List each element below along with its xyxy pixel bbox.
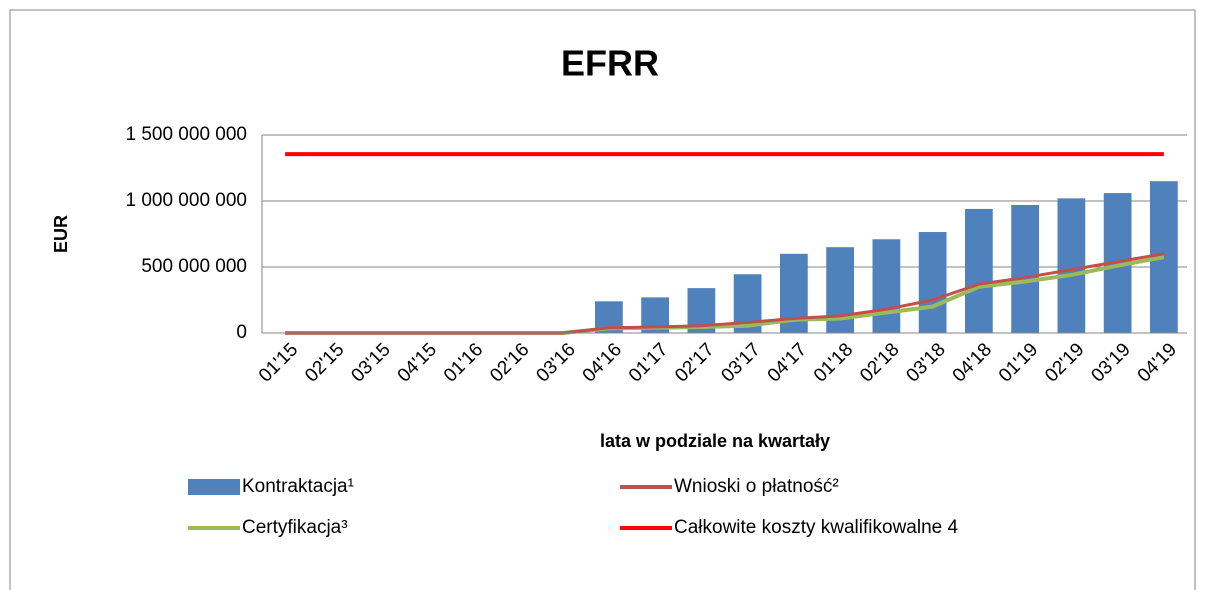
x-tick-label: 02'19 — [1041, 339, 1088, 386]
x-tick-label: 01'19 — [995, 339, 1042, 386]
x-tick-label: 01'16 — [440, 339, 487, 386]
bar — [872, 239, 901, 333]
y-tick-label: 500 000 000 — [141, 256, 247, 277]
x-tick-label: 03'15 — [347, 339, 394, 386]
chart-border — [9, 9, 1196, 590]
bar — [918, 232, 947, 333]
legend-label: Całkowite koszty kwalifikowalne 4 — [674, 517, 958, 538]
x-tick-label: 01'17 — [625, 339, 672, 386]
legend-label: Wnioski o płatność² — [674, 476, 839, 497]
x-tick-label: 02'17 — [671, 339, 718, 386]
x-tick-label: 02'16 — [486, 339, 533, 386]
x-tick-label: 01'18 — [810, 339, 857, 386]
x-tick-label: 01'15 — [255, 339, 302, 386]
bar — [965, 208, 993, 333]
legend-swatch — [188, 479, 240, 495]
x-tick-label: 02'18 — [856, 339, 903, 386]
y-tick-label: 1 000 000 000 — [125, 190, 247, 211]
x-tick-label: 03'18 — [902, 339, 949, 386]
legend-label: Kontraktacja¹ — [242, 476, 354, 497]
x-tick-label: 04'16 — [579, 339, 626, 386]
x-tick-label: 04'15 — [394, 339, 441, 386]
x-tick-label: 03'17 — [717, 339, 764, 386]
chart-title: EFRR — [561, 43, 659, 84]
y-tick-label: 0 — [236, 322, 247, 343]
x-tick-label: 03'19 — [1087, 339, 1134, 386]
x-tick-label: 02'15 — [301, 339, 348, 386]
x-tick-label: 04'18 — [949, 339, 996, 386]
legend-label: Certyfikacja³ — [242, 517, 348, 538]
x-axis-title: lata w podziale na kwartały — [600, 431, 830, 451]
x-tick-label: 04'19 — [1134, 339, 1181, 386]
bar — [1057, 198, 1086, 333]
y-axis-title: EUR — [51, 215, 71, 253]
bar — [1011, 204, 1039, 333]
x-tick-label: 04'17 — [764, 339, 811, 386]
x-tick-label: 03'16 — [532, 339, 579, 386]
y-tick-label: 1 500 000 000 — [125, 124, 247, 145]
